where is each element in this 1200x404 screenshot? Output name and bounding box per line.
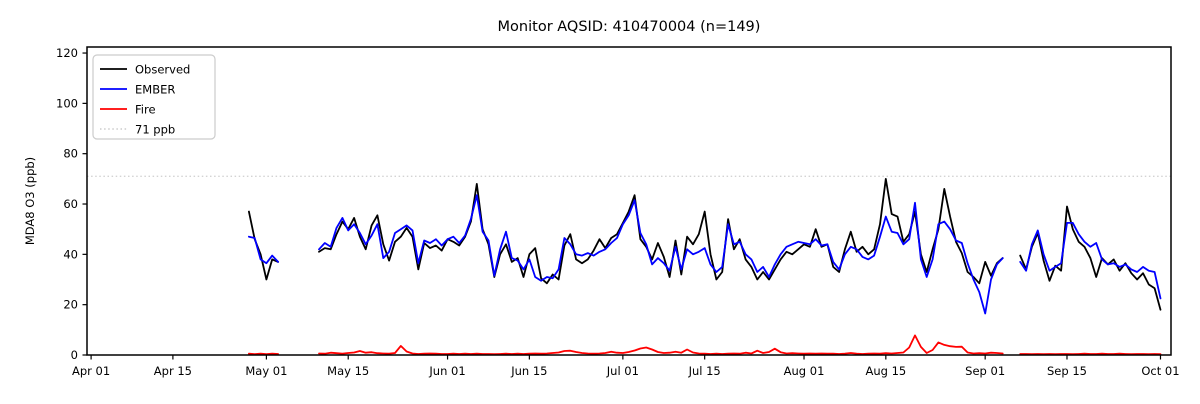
x-tick-label: Oct 01 xyxy=(1141,364,1179,378)
y-tick-label: 40 xyxy=(63,247,78,261)
y-tick-label: 0 xyxy=(71,348,78,362)
x-tick-label: Jun 01 xyxy=(428,364,465,378)
series-observed-line xyxy=(1019,205,1162,311)
x-tick-label: Sep 15 xyxy=(1047,364,1087,378)
series-ember-line xyxy=(247,235,280,265)
y-tick-label: 60 xyxy=(63,197,78,211)
legend-box xyxy=(92,54,216,140)
x-tick-label: Jul 01 xyxy=(606,364,639,378)
x-tick-label: May 15 xyxy=(327,364,369,378)
y-tick-label: 20 xyxy=(63,298,78,312)
series-observed-line xyxy=(247,210,280,281)
x-tick-label: Aug 15 xyxy=(865,364,906,378)
chart-title: Monitor AQSID: 410470004 (n=149) xyxy=(498,19,761,35)
legend-label-fire: Fire xyxy=(135,103,156,117)
x-tick-label: Sep 01 xyxy=(965,364,1005,378)
series-fire-line xyxy=(318,334,1004,356)
series-fire-line xyxy=(1019,352,1162,356)
x-tick-label: Apr 01 xyxy=(72,364,110,378)
y-tick-label: 80 xyxy=(63,147,78,161)
series-ember-line xyxy=(318,194,1004,315)
y-axis-label: MDA8 O3 (ppb) xyxy=(23,157,37,245)
legend-label-ember: EMBER xyxy=(135,83,175,97)
series-ember-line xyxy=(1019,221,1162,300)
x-tick-label: Jul 15 xyxy=(688,364,721,378)
series-observed-line xyxy=(318,177,1004,285)
x-tick-label: May 01 xyxy=(245,364,287,378)
series-fire-line xyxy=(247,352,280,356)
plot-border xyxy=(86,46,1172,356)
x-tick-label: Aug 01 xyxy=(784,364,825,378)
legend-label-observed: Observed xyxy=(135,63,190,77)
y-tick-label: 100 xyxy=(56,96,78,110)
legend-label-reference: 71 ppb xyxy=(135,123,175,137)
x-tick-label: Apr 15 xyxy=(154,364,192,378)
x-tick-label: Jun 15 xyxy=(510,364,547,378)
y-tick-label: 120 xyxy=(56,46,78,60)
